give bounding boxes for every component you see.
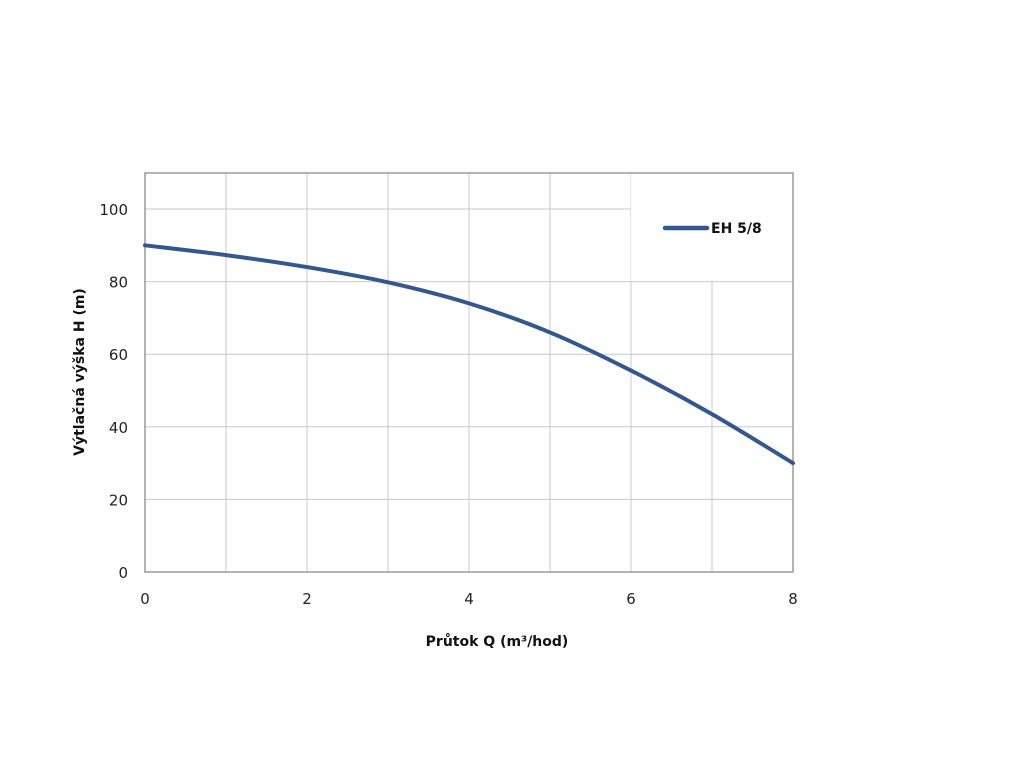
x-tick-label: 2: [302, 590, 312, 608]
y-axis-title: Výtlačná výška H (m): [72, 288, 88, 456]
legend: EH 5/8: [662, 221, 762, 237]
y-tick-label: 40: [109, 419, 128, 437]
legend-label: EH 5/8: [711, 221, 762, 237]
y-tick-label: 80: [109, 274, 128, 292]
y-tick-label: 0: [118, 564, 128, 582]
x-tick-label: 6: [626, 590, 636, 608]
x-tick-label: 0: [140, 590, 150, 608]
series-line: [143, 243, 795, 466]
y-tick-label: 60: [109, 346, 128, 364]
x-tick-labels: 0 2 4 6 8: [140, 590, 798, 608]
plot-frame: [144, 172, 794, 573]
y-tick-labels: 0 20 40 60 80 100: [99, 201, 128, 582]
x-tick-label: 8: [788, 590, 798, 608]
x-tick-label: 4: [464, 590, 474, 608]
y-tick-label: 20: [109, 491, 128, 509]
y-tick-label: 100: [99, 201, 128, 219]
x-axis-title: Průtok Q (m³/hod): [426, 633, 569, 650]
legend-background: [631, 173, 793, 281]
series-layer: [143, 243, 795, 466]
